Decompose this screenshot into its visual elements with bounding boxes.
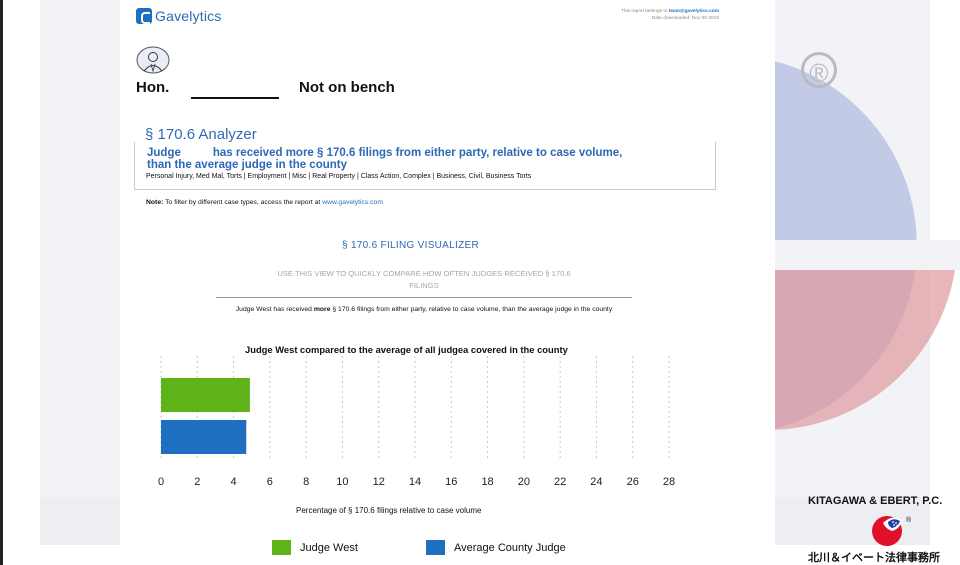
- report-meta: This report belongs to team@gavelytics.c…: [621, 8, 719, 22]
- gavelytics-logo[interactable]: Gavelytics: [136, 8, 222, 24]
- visualizer-divider: [216, 297, 632, 298]
- x-tick-label-4: 4: [231, 476, 237, 488]
- background-emblem-icon: [770, 60, 960, 430]
- legend-label-judge-west: Judge West: [300, 541, 358, 554]
- x-tick-label-2: 2: [194, 476, 200, 488]
- case-types: Personal Injury, Med Mal, Torts | Employ…: [146, 173, 532, 180]
- x-tick-label-0: 0: [158, 476, 164, 488]
- analyzer-box: [134, 142, 716, 190]
- x-tick-label-18: 18: [481, 476, 493, 488]
- visualizer-summary: Judge West has received more § 170.6 fil…: [224, 306, 624, 314]
- x-tick-label-10: 10: [336, 476, 348, 488]
- legend-label-average-county-judge: Average County Judge: [454, 541, 566, 554]
- visualizer-subtitle-line1: USE THIS VIEW TO QUICKLY COMPARE HOW OFT…: [277, 269, 571, 278]
- visualizer-title: § 170.6 FILING VISUALIZER: [342, 240, 479, 251]
- firm-registered-mark: ®: [906, 516, 912, 524]
- legend-swatch-judge-west: [272, 540, 291, 555]
- summary-suffix: § 170.6 filings from either party, relat…: [330, 306, 613, 313]
- x-tick-label-26: 26: [627, 476, 639, 488]
- legend-item-judge-west[interactable]: Judge West: [272, 540, 358, 555]
- filter-note: Note: To filter by different case types,…: [146, 199, 383, 206]
- x-tick-label-22: 22: [554, 476, 566, 488]
- firm-name: KITAGAWA & EBERT, P.C.: [808, 495, 943, 507]
- legend-swatch-average-county-judge: [426, 540, 445, 555]
- gavelytics-g-icon: [136, 8, 152, 24]
- note-text: To filter by different case types, acces…: [163, 199, 323, 206]
- gavelytics-link[interactable]: www.gavelytics.com: [322, 199, 383, 206]
- bar-judge-west[interactable]: [161, 378, 250, 412]
- firm-name-japanese: 北川＆イベート法律事務所: [808, 552, 940, 564]
- x-tick-label-6: 6: [267, 476, 273, 488]
- x-axis-label: Percentage of § 170.6 filings relative t…: [296, 506, 482, 515]
- judge-avatar-icon: [136, 46, 170, 74]
- x-tick-label-28: 28: [663, 476, 675, 488]
- note-label: Note:: [146, 199, 164, 206]
- x-tick-label-14: 14: [409, 476, 421, 488]
- x-tick-label-8: 8: [303, 476, 309, 488]
- judge-honorific: Hon.: [136, 79, 170, 96]
- visualizer-subtitle-line2: FILINGS: [409, 281, 439, 290]
- judge-name-redacted: [191, 97, 279, 99]
- x-tick-label-12: 12: [373, 476, 385, 488]
- report-date: Date downloaded: Nov 06 2019: [651, 16, 719, 21]
- logo-text: Gavelytics: [155, 8, 222, 24]
- report-page: Gavelytics This report belongs to team@g…: [120, 0, 775, 565]
- analyzer-headline-line1: Judge has received more § 170.6 filings …: [147, 147, 623, 159]
- visualizer-subtitle: USE THIS VIEW TO QUICKLY COMPARE HOW OFT…: [214, 268, 634, 292]
- summary-more: more: [313, 306, 331, 313]
- chart-title: Judge West compared to the average of al…: [245, 344, 568, 355]
- report-owner-label: This report belongs to: [620, 9, 669, 14]
- analyzer-headline: Judge has received more § 170.6 filings …: [147, 147, 707, 171]
- bar-chart: 0 2 4 6 8 10 12 14 16 18 20 22 24 26 28: [158, 356, 675, 488]
- analyzer-title: § 170.6 Analyzer: [145, 126, 257, 143]
- firm-flag-logo: ®: [872, 516, 912, 546]
- analyzer-headline-line2: than the average judge in the county: [147, 159, 348, 171]
- bar-average-county-judge[interactable]: [161, 420, 247, 454]
- background-registered-mark: ®: [801, 52, 837, 88]
- x-tick-label-20: 20: [518, 476, 530, 488]
- judge-status: Not on bench: [299, 79, 395, 96]
- summary-prefix: Judge West has received: [235, 306, 314, 313]
- left-frame-border: [0, 0, 3, 565]
- x-tick-label-24: 24: [590, 476, 602, 488]
- legend-item-average-county-judge[interactable]: Average County Judge: [426, 540, 566, 555]
- report-owner-email[interactable]: team@gavelytics.com: [668, 9, 719, 14]
- x-tick-label-16: 16: [445, 476, 457, 488]
